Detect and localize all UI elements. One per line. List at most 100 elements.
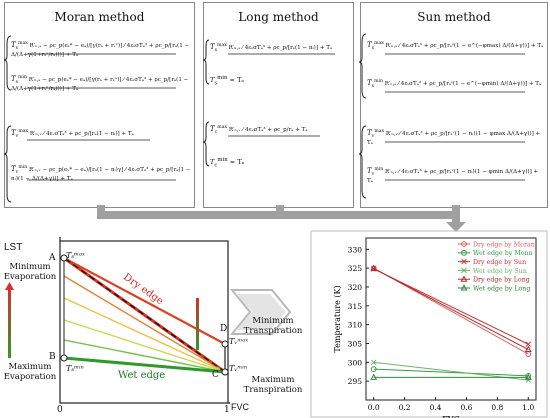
legend-entry: Wet edge by Long bbox=[473, 285, 530, 292]
brace-long-2 bbox=[202, 121, 210, 167]
series-line bbox=[373, 268, 529, 345]
method-title-sun: Sun method bbox=[417, 10, 491, 24]
data-point bbox=[370, 373, 378, 380]
isoline-1 bbox=[63, 275, 226, 373]
y-tick-label: 320 bbox=[348, 283, 363, 292]
x-tick-label: 0.4 bbox=[430, 403, 442, 412]
long-eq-3: Tcmax R′ₙ,ᵥ ⁄ 4εᵥσTₐ³ + ρc_p/rₐ + Tₐ bbox=[210, 124, 308, 135]
equations-layer bbox=[3, 33, 525, 203]
isoline-fan bbox=[63, 256, 226, 374]
legend-entry: Wet edge by Monn bbox=[473, 250, 533, 257]
down-arrow-icon bbox=[446, 222, 466, 232]
max-evaporation-label: Maximum Evaporation bbox=[3, 362, 57, 382]
legend-marker bbox=[461, 258, 467, 265]
x-tick-label: 0.0 bbox=[368, 403, 380, 412]
data-point bbox=[525, 341, 532, 347]
point-c bbox=[221, 368, 229, 376]
y-tick-label: 305 bbox=[348, 339, 363, 348]
data-point bbox=[524, 345, 532, 353]
up-arrow-icon bbox=[5, 282, 14, 290]
data-point bbox=[525, 372, 532, 379]
x-tick-0: 0 bbox=[57, 405, 63, 415]
long-eq-1: Tsmax R′ₙ,ₛ ⁄ 4εₛσTₐ³ + ρc_p/[rₐ(1 − nᵢ)… bbox=[210, 42, 333, 53]
diagonal-dashed-line bbox=[63, 257, 226, 373]
brace-moran-2 bbox=[3, 125, 12, 203]
diagram-frame bbox=[59, 240, 229, 404]
brace-moran-1 bbox=[3, 35, 12, 91]
chevron-right-fill-icon bbox=[236, 294, 286, 330]
series-line bbox=[373, 268, 529, 350]
evaporation-gradient-arrow bbox=[8, 288, 11, 358]
legend-marker bbox=[461, 249, 467, 256]
transpiration-gradient-arrow bbox=[196, 298, 199, 350]
line-a-d bbox=[63, 257, 226, 345]
sun-eq-3: Tvmax R′ₙ,ᵥ ⁄ 4εᵥσTₐ³ + ρc_p/[rₐᵛ(1 − nᵢ… bbox=[367, 128, 541, 146]
legend-entry: Dry edge by Long bbox=[473, 277, 530, 284]
y-axis-label: Temperature (K) bbox=[333, 285, 342, 352]
ts-max-label: Tₛᵐᵃˣ bbox=[66, 251, 85, 260]
point-d bbox=[221, 340, 229, 348]
moran-eq-3: Tvmax R′ₙ,ᵥ ⁄ 4εᵥσTₐ³ + ρc_p/[rₐ(1 − nᵢ)… bbox=[11, 128, 134, 139]
min-evaporation-label: Minimum Evaporation bbox=[3, 262, 57, 282]
fvc-axis-label: FVC bbox=[231, 402, 249, 412]
point-b bbox=[60, 354, 68, 362]
data-point bbox=[370, 359, 377, 366]
x-axis-label: FVC bbox=[442, 415, 459, 418]
max-transpiration-label: Maximum Transpiration bbox=[243, 375, 303, 395]
chevron-right-icon bbox=[229, 289, 292, 335]
series-line bbox=[373, 368, 529, 377]
y-tick-label: 330 bbox=[348, 245, 363, 254]
long-eq-2: Tsmin = Tₐ bbox=[210, 75, 244, 87]
isoline-4 bbox=[63, 339, 226, 373]
legend-marker bbox=[461, 241, 467, 247]
method-title-long: Long method bbox=[238, 10, 319, 24]
legend-marker bbox=[460, 275, 468, 282]
x-tick-label: 0.6 bbox=[460, 403, 472, 412]
method-title-moran: Moran method bbox=[54, 10, 145, 24]
y-tick-label: 300 bbox=[348, 358, 363, 367]
data-point bbox=[524, 373, 532, 380]
min-transpiration-label: Minimum Transpiration bbox=[243, 316, 303, 336]
wet-edge-label: Wet edge bbox=[118, 370, 166, 381]
x-tick-label: 1.0 bbox=[522, 403, 534, 412]
tv-min-label: Tᵥᵐⁱⁿ bbox=[229, 364, 248, 373]
point-d-label: D bbox=[220, 324, 228, 334]
ts-min-label: Tₛᵐⁱⁿ bbox=[66, 364, 84, 373]
legend-entry: Wet edge by Sun bbox=[473, 268, 527, 275]
brace-sun-1 bbox=[358, 33, 367, 99]
point-c-label: C bbox=[212, 370, 219, 380]
y-tick-label: 310 bbox=[348, 321, 363, 330]
lst-axis-label: LST bbox=[4, 242, 23, 253]
moran-eq-1: Tsmax R′ₙ,ₛ − ρc_p(eₛ* − eₐ)/[γ(rₐ + rₛˣ… bbox=[11, 40, 190, 58]
isoline-3 bbox=[63, 319, 226, 373]
trapezoid-diagram bbox=[5, 237, 230, 404]
fraction-bars bbox=[27, 53, 525, 181]
brace-long-1 bbox=[202, 39, 210, 85]
data-point bbox=[370, 366, 377, 373]
long-eq-4: Tcmin = Tₐ bbox=[210, 157, 245, 169]
point-a-label: A bbox=[49, 253, 56, 263]
chart-outer-border bbox=[310, 230, 548, 418]
isoline-2 bbox=[63, 297, 226, 373]
y-tick-label: 325 bbox=[348, 264, 363, 273]
sun-eq-1: Tsmax R′ₙ,ₛ ⁄ 4εₛσTₐ³ + ρc_p/[rₐˢ(1 − e^… bbox=[367, 40, 544, 51]
point-b-label: B bbox=[49, 352, 56, 362]
y-tick-label: 315 bbox=[348, 302, 363, 311]
data-point bbox=[370, 264, 378, 272]
tv-max-label: Tᵥᵐᵃˣ bbox=[229, 337, 249, 346]
temperature-chart: 295 300 305 310 315 320 325 330 0.0 0.2 0.4 0.6 0.8 1… bbox=[310, 230, 548, 418]
legend-marker bbox=[460, 284, 468, 291]
point-a bbox=[60, 254, 68, 262]
moran-eq-2: Tsmin R′ₙ,ₛ − ρc_p(eₛ* − eₐ)/[γ(rₐ + rₛⁿ… bbox=[11, 74, 189, 92]
y-tick-label: 295 bbox=[348, 377, 363, 386]
x-tick-label: 0.8 bbox=[491, 403, 503, 412]
legend-marker bbox=[461, 267, 467, 274]
wet-edge-line bbox=[63, 356, 226, 374]
sun-eq-2: Tsmin R′ₙ,ₛ ⁄ 4εₛσTₐ³ + ρc_p/[rₐˢ(1 − e^… bbox=[367, 78, 542, 89]
x-tick-label: 0.2 bbox=[399, 403, 411, 412]
plot-area bbox=[365, 237, 537, 401]
connector-bracket bbox=[97, 205, 460, 224]
sun-eq-4: Tvmin R′ₙ,ᵥ ⁄ 4εᵥσTₐ³ + ρc_p/[rₐᵛ(1 − nᵢ… bbox=[367, 166, 539, 184]
moran-eq-4: Tvmin R′ₙ,ᵥ − ρc_p(eᵥ* − eₐ)/[rₐ(1 − nᵢ)… bbox=[11, 164, 191, 182]
